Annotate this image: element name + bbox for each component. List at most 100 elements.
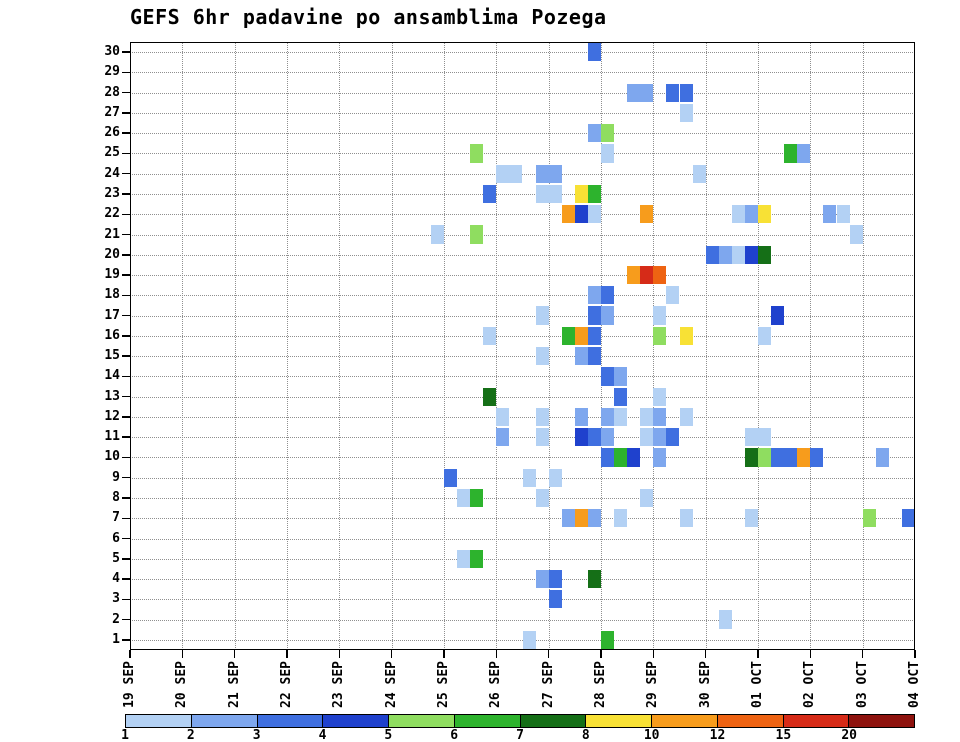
- x-tick-label: 04 OCT: [907, 661, 922, 708]
- heatmap-cell: [535, 164, 549, 183]
- heatmap-cell: [457, 549, 471, 568]
- heatmap-cell: [587, 184, 601, 204]
- heatmap-cell: [744, 428, 758, 447]
- y-tick-label: 3: [112, 591, 120, 607]
- horizontal-gridline: [130, 234, 915, 236]
- y-tick-label: 26: [104, 125, 120, 141]
- heatmap-cell: [640, 488, 654, 508]
- vertical-gridline: [339, 42, 341, 650]
- horizontal-gridline: [130, 52, 915, 54]
- horizontal-gridline: [130, 295, 915, 297]
- horizontal-gridline: [130, 72, 915, 74]
- horizontal-gridline: [130, 133, 915, 135]
- heatmap-cell: [587, 347, 601, 366]
- y-tick-label: 22: [104, 206, 120, 222]
- heatmap-cell: [771, 306, 785, 325]
- y-tick-label: 28: [104, 84, 120, 100]
- heatmap-cell: [653, 387, 667, 406]
- heatmap-cell: [627, 83, 641, 102]
- heatmap-cell: [614, 387, 628, 406]
- heatmap-cell: [509, 164, 523, 183]
- x-tick-label: 25 SEP: [436, 661, 451, 708]
- colorbar-tick-label: 6: [450, 728, 459, 742]
- y-tick-label: 20: [104, 246, 120, 262]
- y-axis-tick: [122, 416, 130, 418]
- y-tick-label: 10: [104, 449, 120, 465]
- colorbar-tick-label: 10: [643, 728, 660, 742]
- heatmap-cell: [574, 184, 588, 204]
- heatmap-cell: [771, 448, 785, 467]
- heatmap-cell: [758, 205, 772, 224]
- y-tick-label: 11: [104, 429, 120, 445]
- y-axis-tick: [122, 213, 130, 216]
- heatmap-cell: [470, 225, 484, 244]
- heatmap-cell: [823, 205, 837, 224]
- y-tick-label: 29: [104, 64, 120, 80]
- y-tick-label: 5: [112, 550, 120, 566]
- y-axis-tick: [122, 132, 130, 134]
- heatmap-cell: [784, 144, 798, 163]
- heatmap-cell: [627, 448, 641, 467]
- heatmap-cell: [679, 103, 693, 123]
- heatmap-cell: [601, 306, 615, 325]
- heatmap-cell: [496, 164, 510, 183]
- horizontal-gridline: [130, 396, 915, 398]
- heatmap-cell: [601, 286, 615, 305]
- y-tick-label: 19: [104, 267, 120, 283]
- y-axis-tick: [122, 618, 130, 621]
- heatmap-cell: [614, 448, 628, 467]
- heatmap-cell: [470, 549, 484, 568]
- colorbar-segment: [389, 715, 455, 727]
- heatmap-cell: [810, 448, 824, 467]
- vertical-gridline: [862, 42, 864, 650]
- heatmap-cell: [548, 468, 562, 487]
- heatmap-cell: [574, 347, 588, 366]
- heatmap-cell: [666, 428, 680, 447]
- horizontal-gridline: [130, 315, 915, 317]
- y-axis-tick: [122, 193, 130, 195]
- heatmap-cell: [535, 184, 549, 204]
- heatmap-cell: [535, 407, 549, 427]
- x-axis-tick: [129, 650, 131, 658]
- y-axis-tick: [122, 355, 130, 357]
- colorbar-segment: [454, 715, 521, 727]
- heatmap-cell: [587, 428, 601, 447]
- heatmap-cell: [797, 144, 811, 163]
- x-tick-label: 30 SEP: [697, 661, 713, 708]
- y-axis-tick: [122, 335, 130, 337]
- colorbar-tick-label: 5: [384, 728, 393, 742]
- y-tick-label: 17: [104, 307, 120, 323]
- heatmap-cell: [601, 448, 615, 467]
- heatmap-cell: [614, 367, 628, 386]
- vertical-gridline: [548, 42, 550, 650]
- y-axis-tick: [122, 537, 130, 540]
- heatmap-cell: [548, 590, 562, 609]
- horizontal-gridline: [130, 194, 915, 195]
- y-axis-tick: [122, 233, 130, 236]
- horizontal-gridline: [130, 254, 915, 256]
- y-axis-tick: [122, 639, 130, 641]
- x-axis-tick: [861, 650, 864, 658]
- heatmap-cell: [744, 245, 758, 264]
- heatmap-cell: [731, 205, 745, 224]
- colorbar-tick-label: 3: [252, 728, 261, 742]
- x-axis-tick: [757, 650, 759, 658]
- heatmap-cell: [587, 569, 601, 589]
- heatmap-cell: [587, 509, 601, 528]
- heatmap-cell: [758, 326, 772, 345]
- x-tick-label: 01 OCT: [750, 661, 765, 708]
- y-tick-label: 2: [112, 611, 120, 627]
- heatmap-cell: [561, 205, 575, 224]
- horizontal-gridline: [130, 619, 915, 621]
- colorbar-segment: [586, 715, 652, 727]
- vertical-gridline: [234, 42, 236, 650]
- x-tick-label: 21 SEP: [226, 661, 242, 708]
- heatmap-cell: [587, 43, 601, 62]
- heatmap-cell: [640, 83, 654, 102]
- y-axis-tick: [122, 558, 130, 560]
- x-tick-label: 24 SEP: [383, 661, 399, 708]
- heatmap-cell: [653, 306, 667, 325]
- x-tick-label: 02 OCT: [802, 661, 818, 708]
- y-axis-tick: [122, 578, 130, 580]
